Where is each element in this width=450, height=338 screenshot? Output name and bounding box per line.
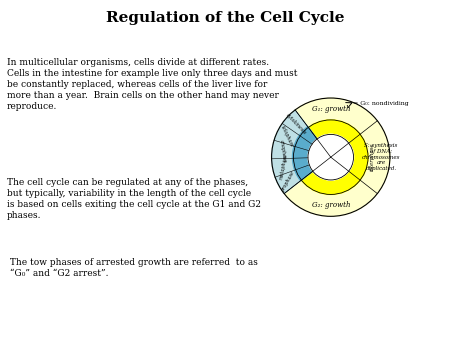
Circle shape: [272, 98, 390, 216]
Text: cytokinesis: cytokinesis: [285, 112, 307, 135]
Text: interphase: interphase: [370, 143, 375, 171]
Text: anaphase: anaphase: [279, 139, 287, 163]
Polygon shape: [292, 127, 318, 181]
Text: Regulation of the Cell Cycle: Regulation of the Cell Cycle: [106, 11, 344, 25]
Text: G₂: growth: G₂: growth: [311, 201, 350, 209]
Text: telophase: telophase: [280, 124, 295, 148]
Text: The cell cycle can be regulated at any of the phases,
but typically, variability: The cell cycle can be regulated at any o…: [7, 178, 261, 220]
Circle shape: [293, 120, 368, 194]
Text: The tow phases of arrested growth are referred  to as
 “G₀” and “G2 arrest”.: The tow phases of arrested growth are re…: [7, 258, 257, 278]
Text: metaphase: metaphase: [279, 152, 288, 180]
Circle shape: [308, 135, 354, 180]
Polygon shape: [272, 110, 331, 194]
Circle shape: [308, 135, 354, 180]
Text: S: synthesis
of DNA;
chromosomes
are
duplicated.: S: synthesis of DNA; chromosomes are dup…: [362, 143, 400, 171]
Text: = G₀: nondividing: = G₀: nondividing: [353, 101, 409, 105]
Text: prophase: prophase: [281, 169, 296, 192]
Text: G₁: growth: G₁: growth: [311, 105, 350, 113]
Text: In multicellular organisms, cells divide at different rates.
Cells in the intest: In multicellular organisms, cells divide…: [7, 58, 297, 112]
